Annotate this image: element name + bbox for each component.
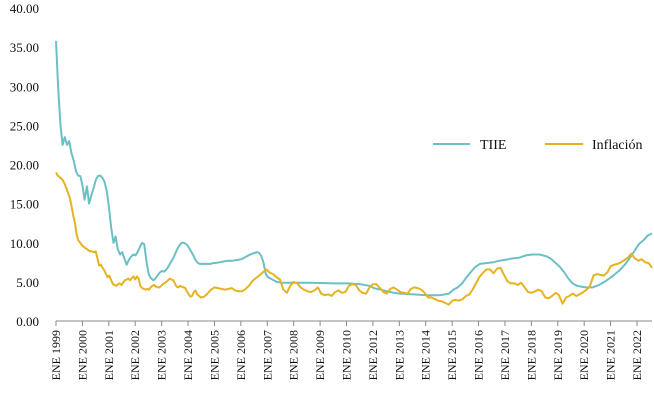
y-tick-label: 15.00 [10, 197, 39, 212]
y-tick-label: 40.00 [10, 1, 39, 16]
x-tick-label: ENE 2009 [313, 330, 327, 380]
series-line-inflacion [55, 171, 653, 306]
x-axis: ENE 1999 ENE 2000 ENE 2001 ENE 2002 ENE 2003… [49, 320, 652, 380]
x-tick-label: ENE 2015 [445, 330, 459, 380]
series-group [55, 40, 653, 306]
legend-label: Inflación [592, 138, 643, 153]
legend-item: Inflación [545, 138, 643, 153]
y-tick-label: 30.00 [10, 79, 39, 94]
y-tick-label: 10.00 [10, 236, 39, 251]
x-tick-label: ENE 2001 [102, 330, 116, 380]
x-tick-label: ENE 1999 [49, 330, 63, 380]
x-tick-label: ENE 2017 [498, 330, 512, 380]
x-tick-label: ENE 2012 [366, 330, 380, 380]
y-tick-label: 5.00 [16, 275, 39, 290]
x-tick-label: ENE 2007 [260, 330, 274, 380]
x-tick-label: ENE 2005 [207, 330, 221, 380]
x-tick-label: ENE 2010 [340, 330, 354, 380]
x-tick-label: ENE 2013 [392, 330, 406, 380]
x-tick-label: ENE 2002 [128, 330, 142, 380]
legend-label: TIIE [480, 138, 506, 153]
y-tick-label: 20.00 [10, 158, 39, 173]
x-tick-label: ENE 2021 [604, 330, 618, 380]
y-tick-label: 25.00 [10, 118, 39, 133]
x-tick-label: ENE 2014 [419, 330, 433, 380]
x-tick-label: ENE 2022 [630, 330, 644, 380]
x-tick-label: ENE 2020 [577, 330, 591, 380]
legend-item: TIIE [433, 138, 506, 153]
series-line-tiie [55, 40, 653, 297]
y-tick-label: 0.00 [16, 314, 39, 329]
y-tick-label: 35.00 [10, 40, 39, 55]
y-axis: 0.00 5.00 10.00 15.00 20.00 25.00 30.00 35.00 40… [10, 1, 39, 329]
x-tick-label: ENE 2008 [287, 330, 301, 380]
x-tick-label: ENE 2019 [551, 330, 565, 380]
x-tick-label: ENE 2016 [472, 330, 486, 380]
x-tick-label: ENE 2003 [155, 330, 169, 380]
x-tick-label: ENE 2004 [181, 330, 195, 380]
x-tick-label: ENE 2018 [524, 330, 538, 380]
x-tick-label: ENE 2000 [75, 330, 89, 380]
legend: TIIE Inflación [433, 138, 643, 153]
x-tick-label: ENE 2006 [234, 330, 248, 380]
